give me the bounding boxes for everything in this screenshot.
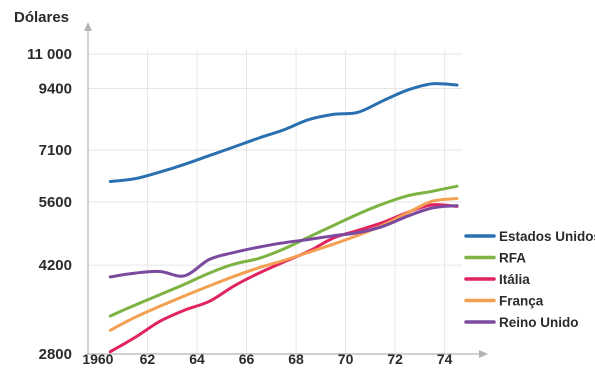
x-tick-label: 62	[140, 351, 156, 367]
legend-label: Reino Unido	[499, 315, 579, 330]
legend: Estados Unidos RFA Itália França Reino Unido	[464, 229, 595, 330]
x-tick-label: 70	[338, 351, 354, 367]
x-axis-arrow-icon	[479, 350, 488, 358]
series-line-franca	[108, 197, 459, 332]
x-tick-label: 66	[239, 351, 255, 367]
x-tick-label: 72	[387, 351, 403, 367]
axes	[84, 22, 488, 358]
y-tick-label: 9400	[39, 80, 72, 97]
y-axis-label: Dólares	[14, 9, 69, 26]
y-axis-arrow-icon	[84, 22, 92, 31]
y-tick-label: 4200	[39, 257, 72, 274]
legend-label: Itália	[499, 272, 530, 287]
y-tick-label: 11 000	[27, 46, 72, 63]
y-tick-label: 2800	[39, 346, 72, 363]
series-line-estados-unidos	[108, 82, 459, 183]
x-tick-labels: 1960 62 64 66 68 70 72 74	[82, 351, 452, 367]
legend-label: RFA	[499, 251, 526, 266]
y-tick-labels: 2800 4200 5600 7100 9400 11 000	[27, 46, 72, 363]
x-tick-label: 64	[189, 351, 205, 367]
x-tick-label: 68	[288, 351, 304, 367]
series-line-rfa	[108, 184, 459, 318]
x-tick-label: 74	[437, 351, 453, 367]
legend-label: França	[499, 294, 544, 309]
legend-label: Estados Unidos	[499, 229, 595, 244]
x-tick-label: 1960	[82, 351, 113, 367]
grid	[88, 50, 462, 355]
series-line-italia	[108, 203, 459, 354]
y-tick-label: 5600	[39, 194, 72, 211]
series-line-reino-unido	[108, 204, 459, 279]
series-lines	[108, 82, 459, 354]
y-tick-label: 7100	[39, 142, 72, 159]
